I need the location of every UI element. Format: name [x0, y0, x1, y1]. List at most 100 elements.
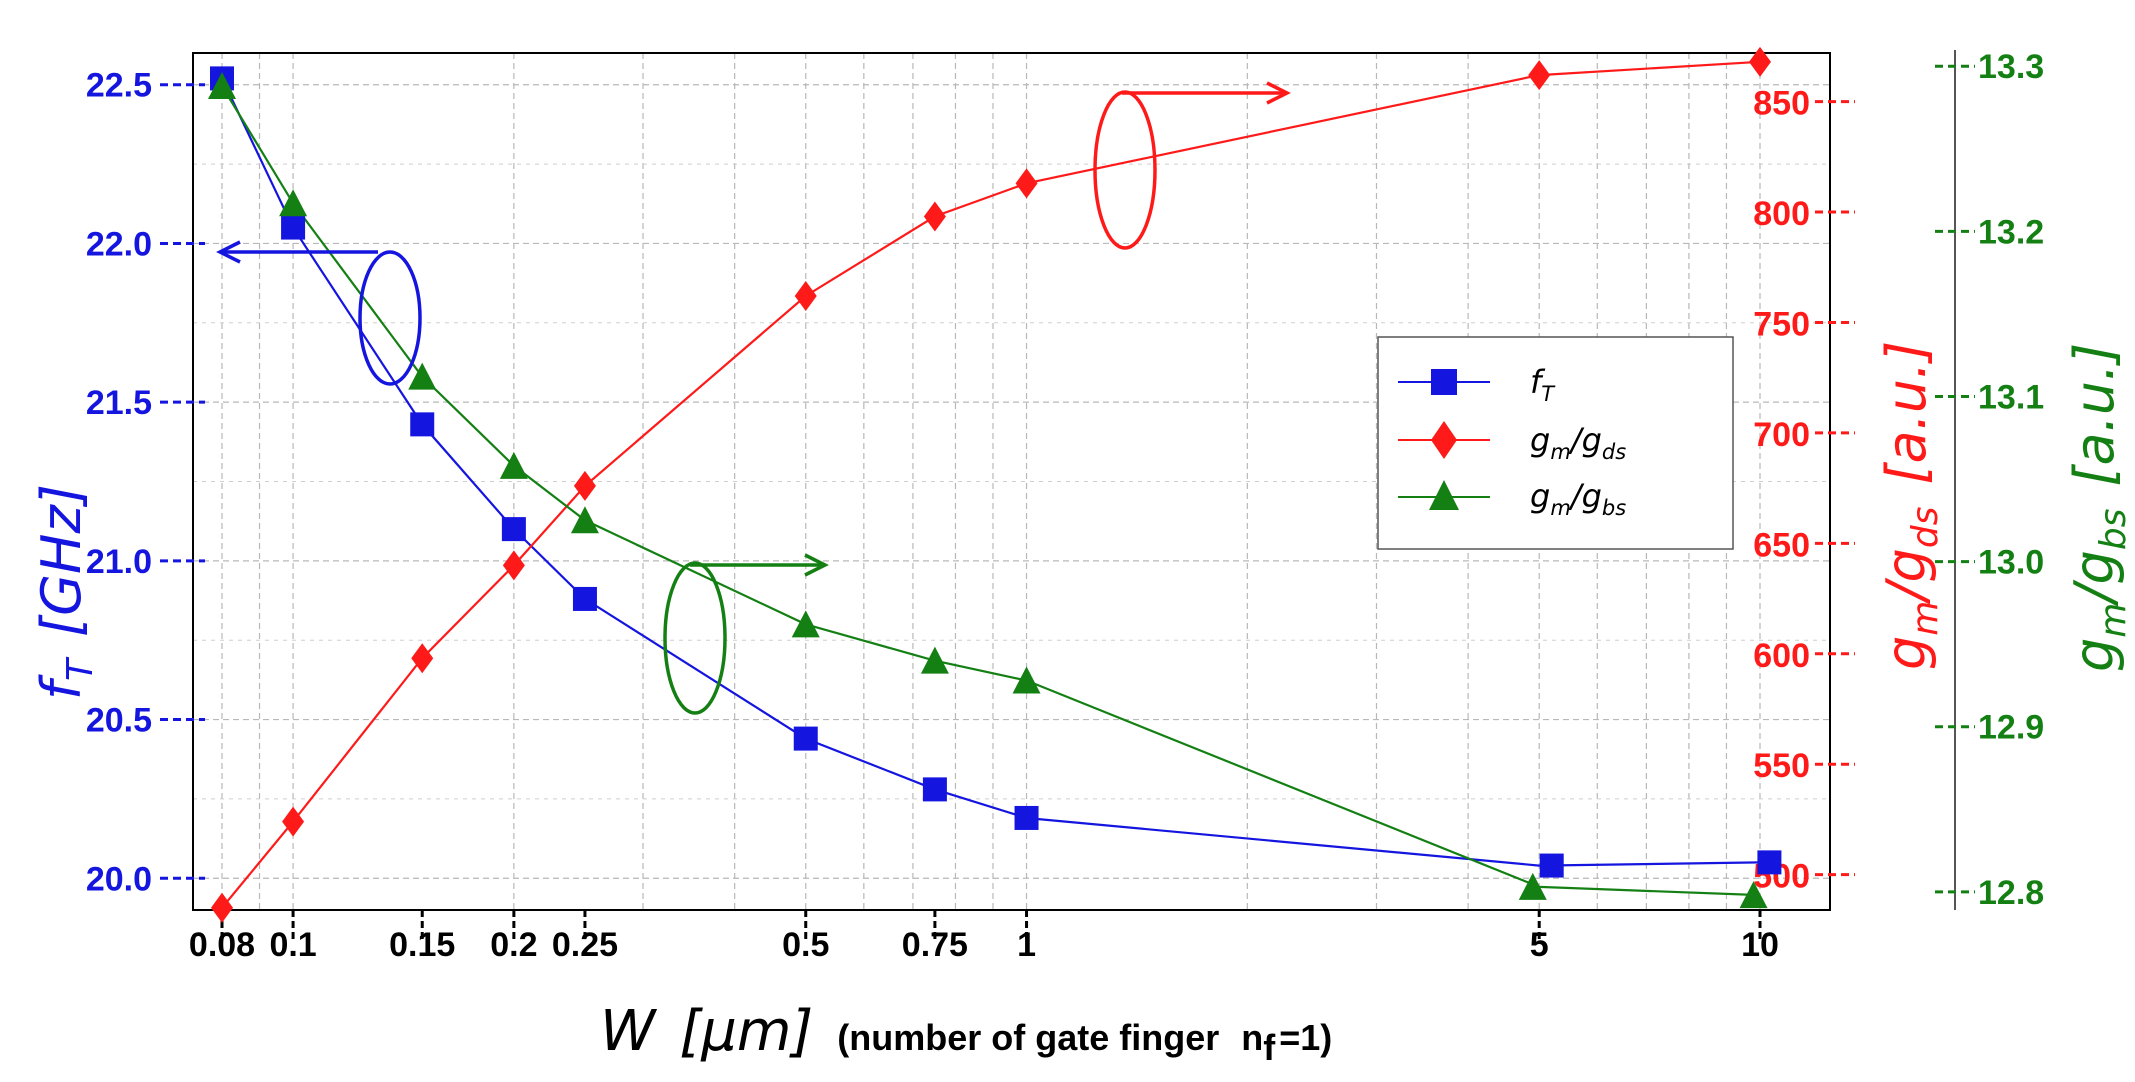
right1-axis-label-g: g: [1875, 636, 1938, 670]
marker-ft-8: [1539, 853, 1564, 878]
left-tick-label-5: 22.5: [86, 67, 152, 105]
right1-axis-label-mid: /g: [1875, 548, 1938, 604]
marker-ft-1: [281, 215, 306, 240]
x-axis-note-sub: f: [1263, 1027, 1276, 1068]
right1-tick-label-7: 850: [1753, 85, 1810, 123]
right1-axis-label: gm/gds [a.u.]: [1875, 341, 1946, 670]
plot-frame: [192, 52, 1831, 911]
legend-gbs-sub1: m: [1550, 496, 1570, 520]
marker-gbs-3: [499, 451, 528, 479]
right2-axis-label: gm/gbs [a.u.]: [2063, 343, 2134, 672]
left-tick-label-1: 20.5: [86, 702, 152, 740]
x-tick-label-5: 0.5: [782, 926, 829, 964]
gbs-axis-arrow-loop: [663, 561, 727, 715]
x-axis-label: W [μm] (number of gate finger nf =1): [600, 999, 1332, 1068]
marker-ft-5: [793, 726, 818, 751]
right1-tick-label-4: 700: [1753, 416, 1810, 454]
right1-tick-label-5: 750: [1753, 305, 1810, 343]
legend-label-gds: gm/gds: [1530, 421, 1626, 464]
left-axis-label-unit: [GHz]: [30, 484, 93, 637]
marker-gds-5: [794, 280, 817, 311]
x-tick-label-6: 0.75: [902, 926, 968, 964]
x-tick-label-8: 5: [1530, 926, 1549, 964]
legend-entry-gbs: gm/gbs: [1398, 477, 1626, 520]
markers-layer: [208, 46, 1782, 923]
right1-tick-label-3: 650: [1753, 526, 1810, 564]
x-tick-label-9: 10: [1741, 926, 1779, 964]
left-tick-label-0: 20.0: [86, 860, 152, 898]
legend: fT gm/gds gm/gbs: [1377, 336, 1734, 550]
gds-axis-arrow-head: [1266, 81, 1291, 105]
legend-ft-sub: T: [1541, 382, 1556, 406]
left-tick-label-2: 21.0: [86, 543, 152, 581]
legend-marker-ft: [1431, 369, 1457, 395]
x-axis-note: (number of gate finger: [837, 1017, 1219, 1058]
series-line-gds: [221, 60, 1761, 909]
marker-gds-8: [1528, 60, 1551, 91]
marker-ft-9: [1757, 850, 1782, 875]
x-tick-label-1: 0.1: [269, 926, 316, 964]
legend-gbs-g: g: [1530, 477, 1550, 515]
right2-tick-label-3: 13.1: [1978, 378, 2044, 416]
x-axis-note-end: =1): [1279, 1017, 1332, 1058]
right1-tick-label-6: 800: [1753, 195, 1810, 233]
axes-layer: 0.08 0.1 0.15 0.2 0.25 0.5 0.75 1 5 10 20.0 20.5 21.…: [86, 48, 2044, 964]
right2-axis-label-sub1: m: [2093, 603, 2134, 638]
marker-gbs-9: [1739, 881, 1768, 909]
gds-axis-arrow-loop: [1093, 90, 1157, 250]
right2-axis-label-unit: [a.u.]: [2063, 343, 2126, 487]
legend-label-gbs: gm/gbs: [1530, 477, 1626, 520]
gbs-axis-arrow-head: [804, 553, 829, 577]
legend-gds-mid: /g: [1568, 421, 1602, 459]
right1-axis-label-sub1: m: [1905, 601, 1946, 636]
marker-ft-7: [1014, 805, 1039, 830]
left-axis-label: fT[GHz]: [30, 484, 101, 700]
right2-tick-label-1: 12.9: [1978, 709, 2044, 747]
marker-gds-1: [282, 806, 305, 837]
x-tick-label-3: 0.2: [490, 926, 537, 964]
marker-gbs-2: [408, 362, 437, 390]
marker-gds-0: [211, 892, 233, 923]
right1-axis-label-unit: [a.u.]: [1875, 341, 1938, 485]
annotations: [216, 81, 1291, 715]
left-axis-label-sub: T: [60, 656, 101, 681]
marker-ft-4: [572, 586, 597, 611]
x-tick-label-4: 0.25: [552, 926, 618, 964]
marker-ft-3: [501, 517, 526, 542]
legend-gds-g: g: [1530, 421, 1550, 459]
legend-gds-sub2: ds: [1602, 440, 1626, 464]
ft-axis-arrow-head: [216, 240, 241, 264]
x-tick-label-2: 0.15: [389, 926, 455, 964]
x-axis-label-unit: [μm]: [679, 999, 813, 1064]
ft-axis-arrow: [216, 240, 422, 386]
series-line-ft: [221, 77, 1761, 867]
marker-ft-6: [922, 777, 947, 802]
marker-gbs-0: [208, 72, 236, 100]
left-tick-label-4: 22.0: [86, 225, 152, 263]
marker-gbs-4: [570, 506, 599, 534]
x-axis-label-symbol: W: [600, 999, 658, 1064]
marker-gbs-5: [791, 610, 820, 638]
ft-axis-arrow-loop: [358, 250, 422, 386]
right1-axis-label-sub2: ds: [1905, 507, 1946, 549]
marker-gds-4: [573, 470, 596, 501]
right2-axis-label-mid: /g: [2063, 550, 2126, 606]
right2-axis-label-g: g: [2063, 638, 2126, 672]
right2-tick-label-5: 13.3: [1978, 48, 2044, 86]
marker-gbs-7: [1012, 666, 1041, 694]
right1-tick-label-1: 550: [1753, 747, 1810, 785]
gbs-axis-arrow: [663, 553, 829, 715]
marker-gbs-8: [1518, 872, 1547, 900]
legend-entry-gds: gm/gds: [1398, 421, 1626, 464]
marker-gds-3: [502, 550, 525, 581]
marker-gbs-6: [920, 646, 949, 674]
right2-axis-label-sub2: bs: [2093, 509, 2134, 551]
x-axis-note-n: n: [1241, 1017, 1263, 1058]
marker-gds-2: [411, 643, 434, 674]
x-tick-label-0: 0.08: [189, 926, 255, 964]
legend-gbs-sub2: bs: [1602, 496, 1626, 520]
legend-marker-gbs: [1429, 480, 1459, 510]
marker-gds-9: [1749, 46, 1771, 77]
legend-marker-gds: [1431, 421, 1457, 459]
marker-gds-6: [923, 201, 946, 232]
